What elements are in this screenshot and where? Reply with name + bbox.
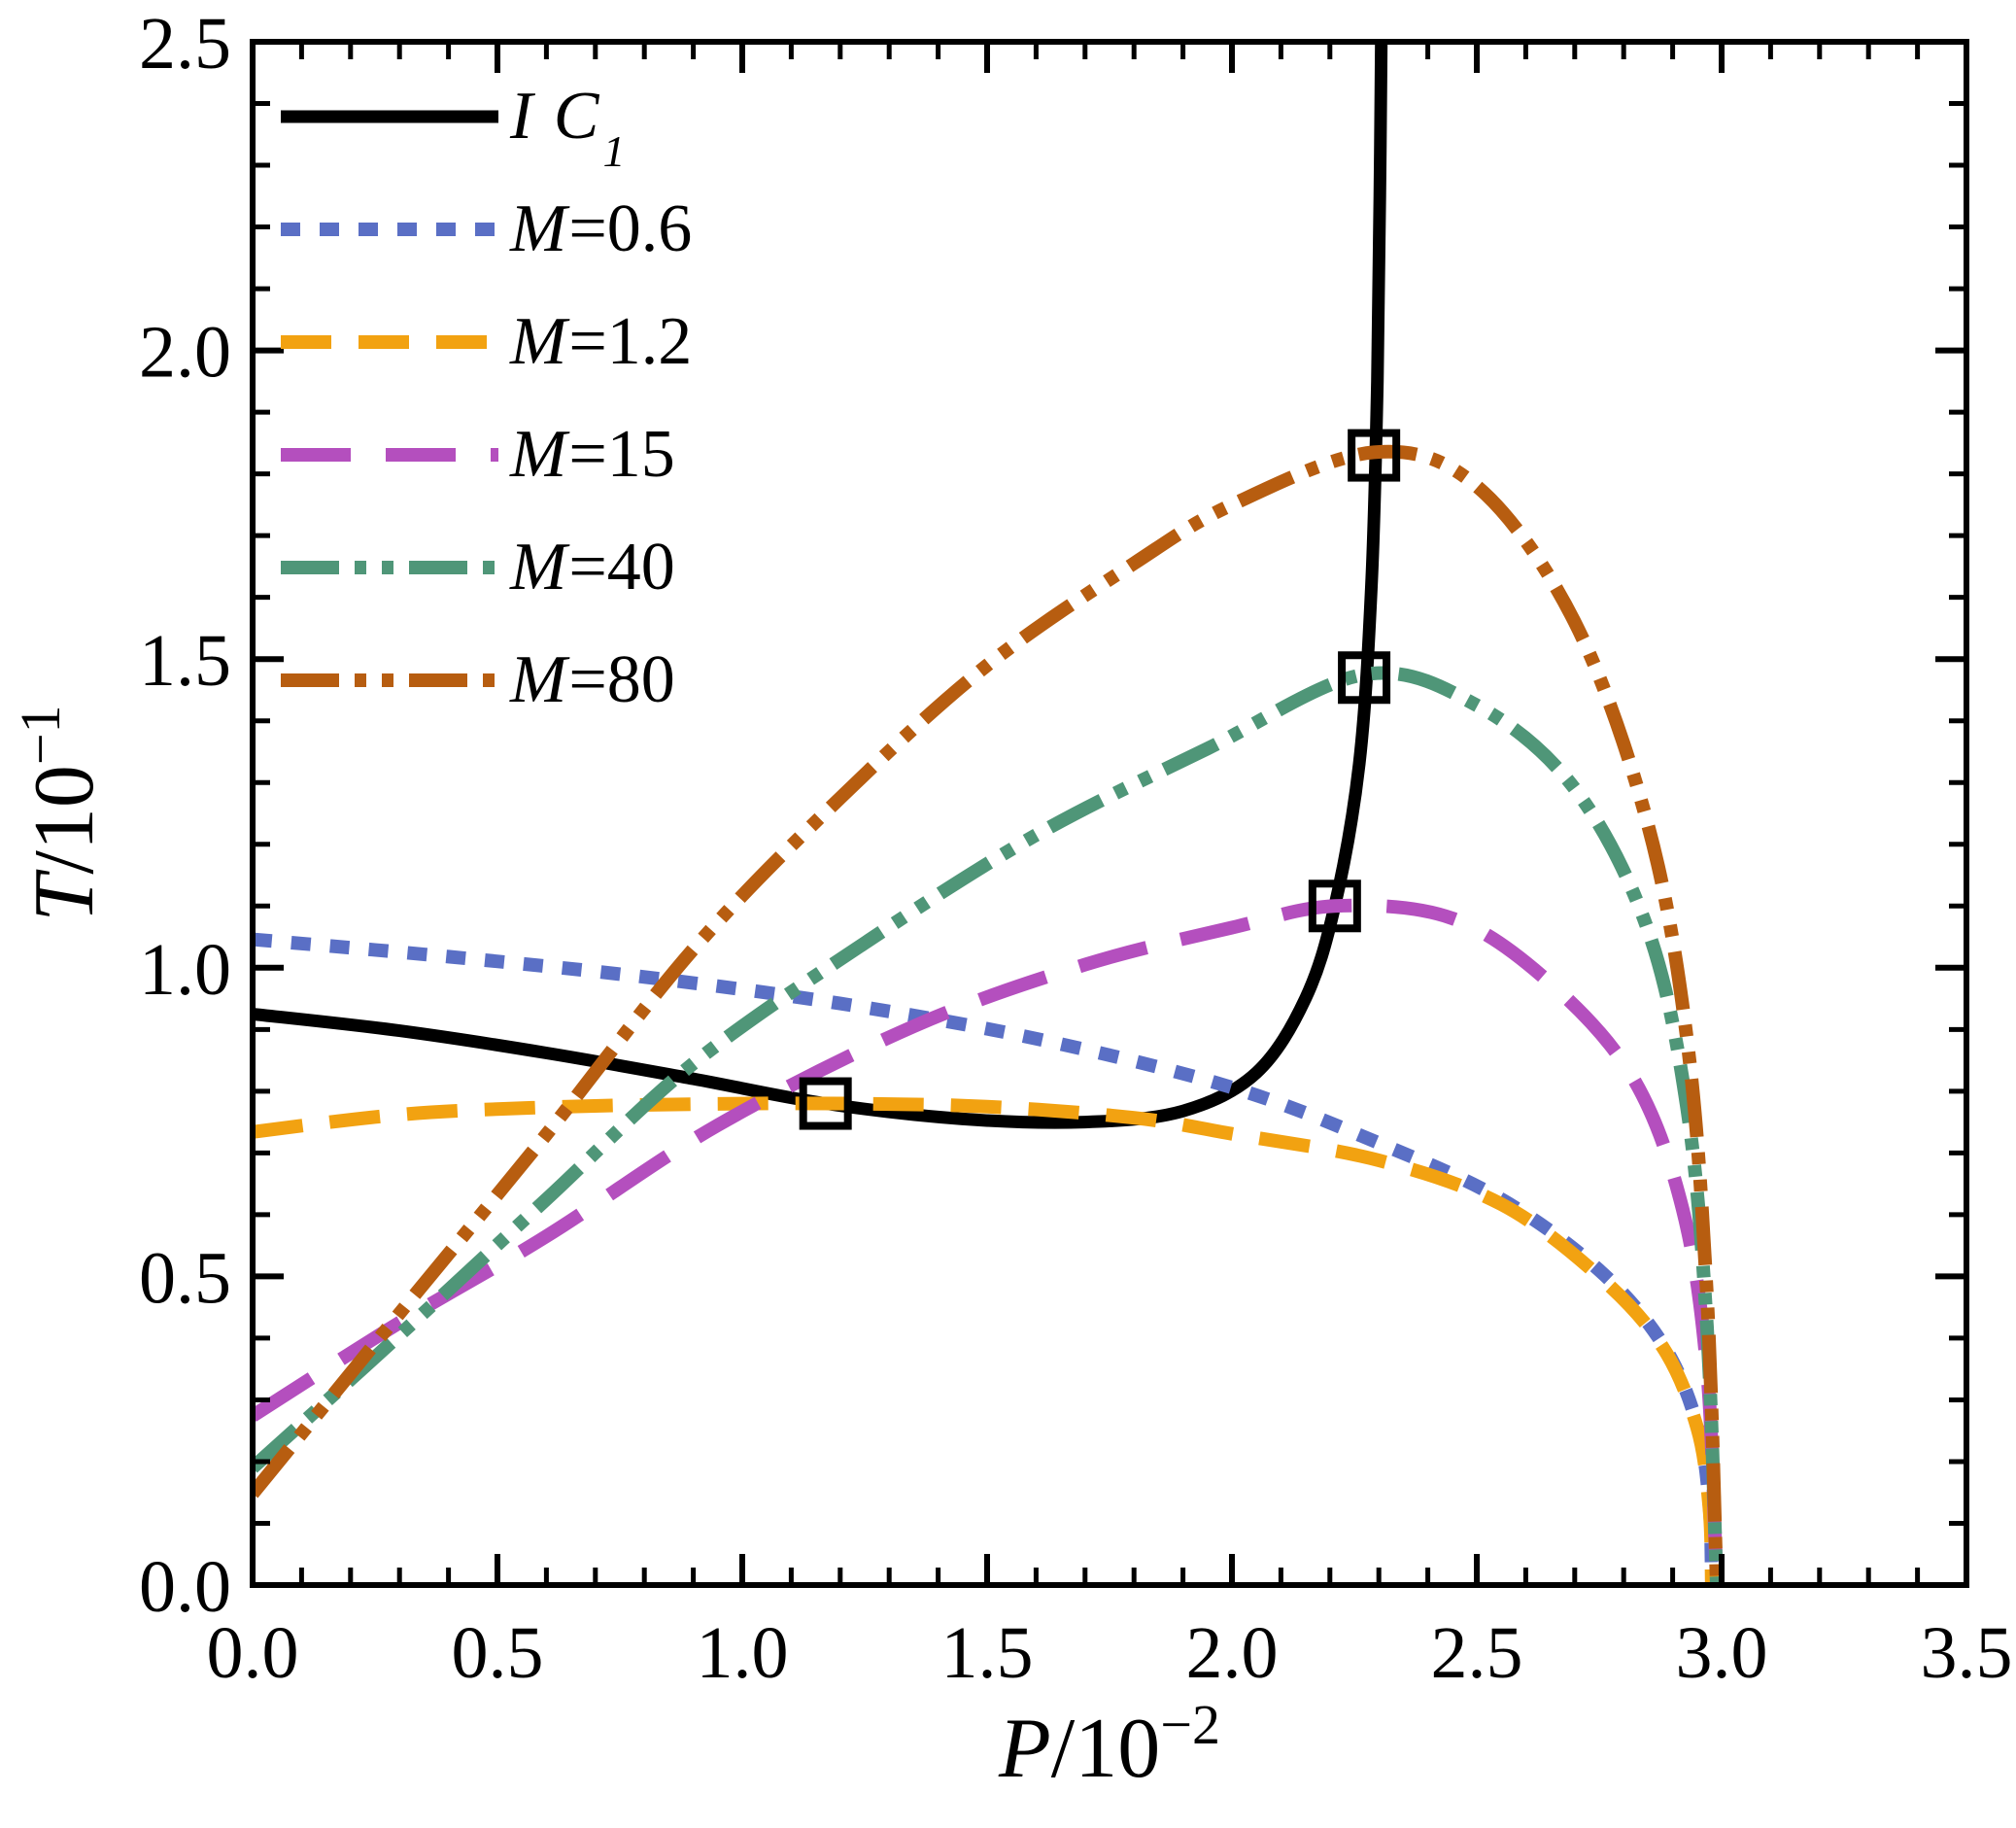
x-tick-label: 1.0 [697, 1612, 789, 1694]
legend-label: M=80 [510, 642, 675, 717]
square-marker [1308, 880, 1361, 933]
x-axis-label: P/10−2 [998, 1693, 1220, 1796]
y-tick-label: 2.0 [139, 312, 231, 394]
legend-item-ic1: I C1 [279, 60, 692, 176]
curve-M=0.6 [253, 932, 1719, 1585]
square-marker [1338, 651, 1391, 705]
legend-sample-line [281, 335, 498, 349]
x-tick-label: 2.5 [1431, 1612, 1523, 1694]
y-tick-label: 0.0 [139, 1546, 231, 1628]
axis-ticks [250, 39, 1969, 1588]
square-marker [799, 1077, 852, 1130]
legend-item-m12: M=1.2 [279, 286, 692, 398]
plot-frame [250, 39, 1969, 1588]
legend-sample-line [281, 448, 498, 462]
y-tick-label: 2.5 [139, 3, 231, 85]
curve-M=1.2 [253, 1096, 1719, 1585]
legend-sample-line [281, 561, 498, 574]
legend-item-m40: M=40 [279, 511, 692, 624]
legend-sample-line [281, 110, 498, 123]
intersection-markers [799, 429, 1401, 1130]
x-tick-label: 2.0 [1186, 1612, 1279, 1694]
legend: I C1 M=0.6 M=1.2 M=15 M=40 M=80 [279, 60, 692, 737]
y-tick-label: 1.5 [139, 620, 231, 702]
legend-sample-line [281, 223, 498, 236]
y-tick-label: 0.5 [139, 1237, 231, 1319]
curve-M=80 [253, 444, 1724, 1585]
y-tick-label: 1.0 [139, 929, 231, 1011]
legend-label: M=0.6 [510, 191, 693, 266]
x-tick-label: 0.5 [452, 1612, 544, 1694]
square-marker [1348, 429, 1401, 482]
tick-labels: 0.0 0.5 1.0 1.5 2.0 2.5 3.0 3.5 0.0 0.5 1.0 1.5 2.0 2… [139, 3, 2013, 1694]
x-tick-label: 0.0 [207, 1612, 299, 1694]
x-tick-label: 3.5 [1921, 1612, 2013, 1694]
legend-item-m06: M=0.6 [279, 173, 692, 286]
legend-label: M=1.2 [510, 304, 693, 379]
curve-M=40 [253, 666, 1724, 1585]
y-axis-label: T/10−1 [9, 705, 112, 921]
legend-item-m80: M=80 [279, 624, 692, 737]
legend-label: M=40 [510, 530, 675, 604]
legend-item-m15: M=15 [279, 398, 692, 511]
legend-label: I C1 [510, 79, 626, 176]
legend-label: M=15 [510, 417, 675, 492]
curve-M=15 [253, 898, 1724, 1585]
x-tick-label: 1.5 [941, 1612, 1034, 1694]
x-tick-label: 3.0 [1676, 1612, 1768, 1694]
legend-sample-line [281, 673, 498, 687]
